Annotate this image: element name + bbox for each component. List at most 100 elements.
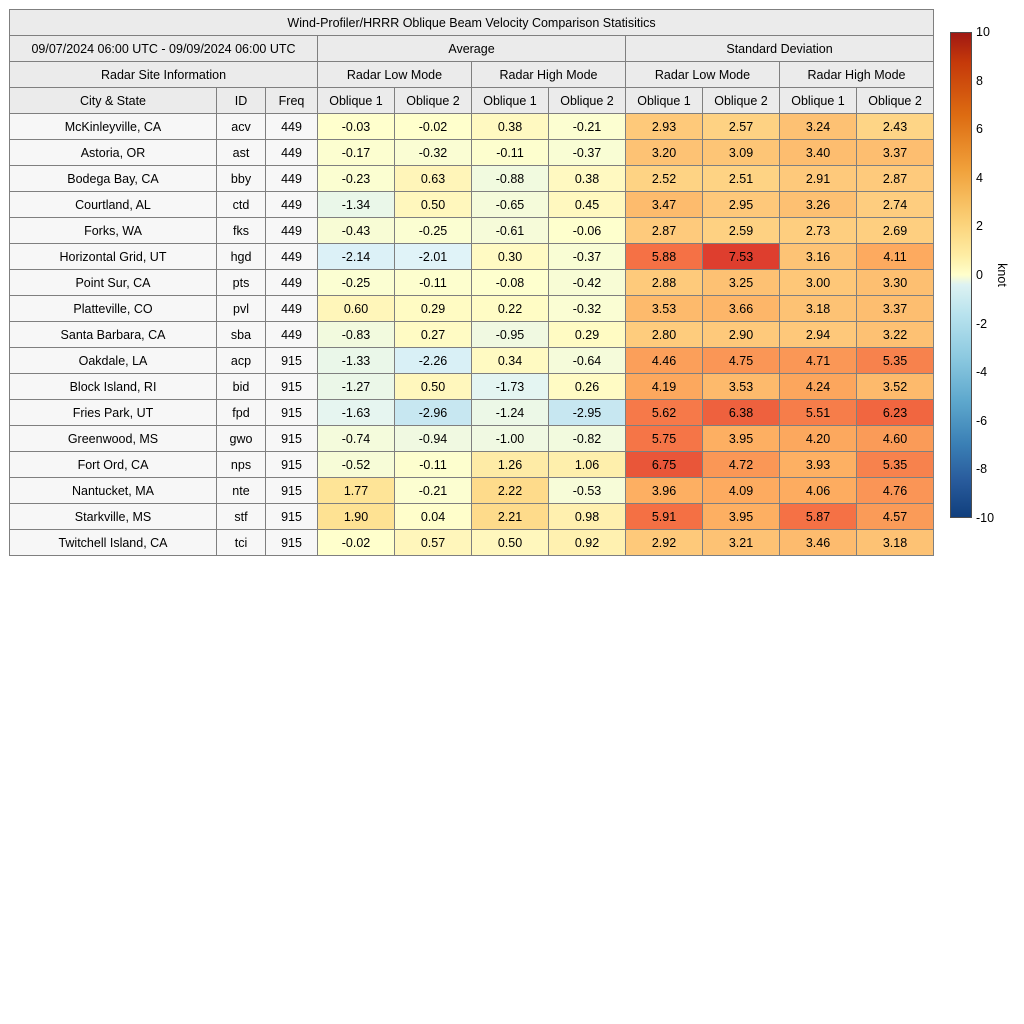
- colorbar-tick-label: 8: [976, 73, 983, 88]
- stat-cell: -1.63: [317, 399, 395, 426]
- site-id: pts: [216, 269, 266, 296]
- stat-cell: 2.94: [779, 321, 857, 348]
- stat-cell: 5.35: [855, 347, 935, 374]
- stat-cell: -0.82: [548, 425, 626, 452]
- stat-cell: 2.21: [471, 503, 549, 530]
- site-id: stf: [216, 503, 266, 530]
- site-city-state: Fries Park, UT: [9, 399, 217, 426]
- column-header-9: Oblique 1: [779, 87, 857, 114]
- stat-cell: -0.52: [317, 451, 395, 478]
- stat-cell: 0.98: [548, 503, 626, 530]
- table-row: Bodega Bay, CA bby 449 -0.23 0.63 -0.88 0.38 2.…: [9, 165, 935, 192]
- site-id: acv: [216, 113, 266, 140]
- stat-cell: -2.14: [317, 243, 395, 270]
- site-city-state: Twitchell Island, CA: [9, 529, 217, 556]
- site-id: bby: [216, 165, 266, 192]
- stat-cell: -0.64: [548, 347, 626, 374]
- stat-cell: 5.91: [625, 503, 703, 530]
- stat-cell: 0.04: [394, 503, 472, 530]
- stat-cell: 3.16: [779, 243, 857, 270]
- table-row: Fort Ord, CA nps 915 -0.52 -0.11 1.26 1.06 6.75…: [9, 451, 935, 478]
- stat-cell: -1.73: [471, 373, 549, 400]
- stat-cell: -1.00: [471, 425, 549, 452]
- stat-cell: 4.72: [702, 451, 780, 478]
- group-header-average: Average: [317, 35, 626, 62]
- stat-cell: 4.76: [855, 477, 935, 504]
- stat-cell: 0.38: [548, 165, 626, 192]
- stat-cell: 3.09: [702, 139, 780, 166]
- stat-cell: 2.73: [779, 217, 857, 244]
- stat-cell: 3.53: [702, 373, 780, 400]
- colorbar-tick-label: -8: [976, 462, 988, 477]
- stat-cell: 2.57: [702, 113, 780, 140]
- stat-cell: 4.71: [779, 347, 857, 374]
- colorbar-tick-label: -10: [976, 511, 995, 525]
- table-row: Santa Barbara, CA sba 449 -0.83 0.27 -0.95 0.2…: [9, 321, 935, 348]
- site-frequency: 449: [265, 191, 318, 218]
- stat-cell: 3.25: [702, 269, 780, 296]
- stat-cell: 3.53: [625, 295, 703, 322]
- stat-cell: -0.42: [548, 269, 626, 296]
- stat-cell: -0.94: [394, 425, 472, 452]
- colorbar: knot 10 8 6 4 2 0 -2 -4 -6 -8 -10: [950, 25, 1024, 532]
- stat-cell: -2.96: [394, 399, 472, 426]
- mode-header-std-high: Radar High Mode: [778, 61, 935, 88]
- stat-cell: 2.80: [625, 321, 703, 348]
- table-row: Nantucket, MA nte 915 1.77 -0.21 2.22 -0.53 3.9…: [9, 477, 935, 504]
- site-frequency: 449: [265, 217, 318, 244]
- colorbar-tick-label: 4: [976, 170, 983, 185]
- stat-cell: 2.52: [625, 165, 703, 192]
- site-id: nps: [216, 451, 266, 478]
- stat-cell: -0.02: [317, 529, 395, 556]
- stat-cell: 0.63: [394, 165, 472, 192]
- stat-cell: 4.24: [779, 373, 857, 400]
- site-frequency: 915: [265, 477, 318, 504]
- site-city-state: Starkville, MS: [9, 503, 217, 530]
- stat-cell: 0.57: [394, 529, 472, 556]
- column-header-10: Oblique 2: [855, 87, 935, 114]
- site-frequency: 915: [265, 373, 318, 400]
- stat-cell: 4.09: [702, 477, 780, 504]
- stat-cell: 2.69: [855, 217, 935, 244]
- stat-cell: -0.37: [548, 139, 626, 166]
- stat-cell: 2.93: [625, 113, 703, 140]
- column-header-2: Freq: [265, 87, 318, 114]
- stat-cell: -1.24: [471, 399, 549, 426]
- site-city-state: Courtland, AL: [9, 191, 217, 218]
- stat-cell: 7.53: [702, 243, 780, 270]
- stat-cell: 2.43: [855, 113, 935, 140]
- stat-cell: 1.26: [471, 451, 549, 478]
- site-city-state: McKinleyville, CA: [9, 113, 217, 140]
- stat-cell: 3.96: [625, 477, 703, 504]
- stat-cell: 0.50: [471, 529, 549, 556]
- table-row: Astoria, OR ast 449 -0.17 -0.32 -0.11 -0.37 3.2…: [9, 139, 935, 166]
- column-header-7: Oblique 1: [625, 87, 703, 114]
- table-row: Block Island, RI bid 915 -1.27 0.50 -1.73 0.26…: [9, 373, 935, 400]
- table-row: Horizontal Grid, UT hgd 449 -2.14 -2.01 0.30-…: [9, 243, 935, 270]
- site-frequency: 449: [265, 243, 318, 270]
- stat-cell: -0.32: [548, 295, 626, 322]
- stat-cell: 4.46: [625, 347, 703, 374]
- stat-cell: 0.29: [394, 295, 472, 322]
- table-row: Starkville, MS stf 915 1.90 0.04 2.21 0.98 5.91…: [9, 503, 935, 530]
- table-row: Oakdale, LA acp 915 -1.33 -2.26 0.34 -0.64 4.46…: [9, 347, 935, 374]
- stat-cell: -0.21: [394, 477, 472, 504]
- stat-cell: 1.90: [317, 503, 395, 530]
- stat-cell: -1.33: [317, 347, 395, 374]
- stat-cell: 3.37: [855, 139, 935, 166]
- stat-cell: 3.26: [779, 191, 857, 218]
- site-frequency: 915: [265, 399, 318, 426]
- stat-cell: -0.11: [471, 139, 549, 166]
- stat-cell: 3.37: [855, 295, 935, 322]
- site-id: bid: [216, 373, 266, 400]
- site-id: sba: [216, 321, 266, 348]
- site-id: ctd: [216, 191, 266, 218]
- stat-cell: 3.66: [702, 295, 780, 322]
- site-frequency: 449: [265, 165, 318, 192]
- group-header-site-info: Radar Site Information: [9, 61, 318, 88]
- stat-cell: 3.21: [702, 529, 780, 556]
- colorbar-tick-label: 0: [976, 268, 983, 282]
- site-city-state: Fort Ord, CA: [9, 451, 217, 478]
- table-row: Platteville, CO pvl 449 0.60 0.29 0.22 -0.32 3.…: [9, 295, 935, 322]
- stat-cell: 5.88: [625, 243, 703, 270]
